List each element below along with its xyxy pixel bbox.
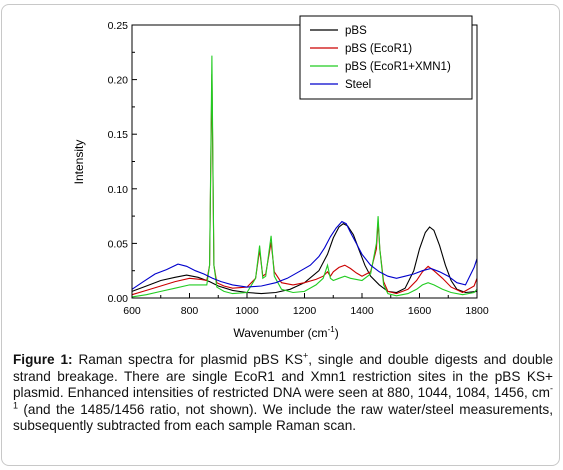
- legend-label-2: pBS (EcoR1+XMN1): [345, 61, 451, 73]
- legend-box: [299, 15, 473, 100]
- caption-label: Figure 1:: [13, 352, 73, 367]
- legend-label-1: pBS (EcoR1): [345, 43, 412, 55]
- x-tick-label-6: 1800: [465, 305, 489, 317]
- y-axis: 0.00 0.05 0.10 0.15 0.20 0.25: [108, 20, 137, 305]
- y-tick-label-5: 0.25: [108, 20, 129, 32]
- x-tick-label-0: 600: [123, 305, 141, 317]
- series-line-1: [131, 74, 478, 296]
- legend-label-3: Steel: [345, 79, 371, 91]
- series-line-3: [131, 220, 478, 290]
- series-line-2: [131, 55, 478, 298]
- y-tick-label-1: 0.05: [108, 238, 129, 250]
- y-tick-label-3: 0.15: [108, 129, 129, 141]
- legend-label-0: pBS: [345, 25, 367, 37]
- figure-caption: Figure 1: Raman spectra for plasmid pBS …: [13, 350, 554, 433]
- x-axis-label-superscript: -1: [328, 325, 336, 334]
- x-tick-label-4: 1400: [350, 305, 374, 317]
- raman-spectra-chart: 600 800 1000 1200 1400 1600 1800 0.000.050.100…: [72, 15, 489, 340]
- series-layer: [131, 55, 478, 298]
- y-tick-label-2: 0.10: [108, 184, 129, 196]
- x-tick-label-5: 1600: [408, 305, 432, 317]
- x-axis-label: Wavenumber (cm-1): [233, 325, 338, 340]
- y-axis-label: Intensity: [72, 140, 86, 185]
- x-tick-label-1: 800: [181, 305, 199, 317]
- x-tick-label-3: 1200: [293, 305, 317, 317]
- y-tick-label-4: 0.20: [108, 75, 129, 87]
- x-axis: 600 800 1000 1200 1400 1600 1800: [123, 293, 489, 317]
- legend: pBS pBS (EcoR1) pBS (EcoR1+XMN1) Steel: [299, 15, 473, 100]
- y-tick-label-0: 0.00: [108, 293, 129, 305]
- x-tick-label-2: 1000: [235, 305, 259, 317]
